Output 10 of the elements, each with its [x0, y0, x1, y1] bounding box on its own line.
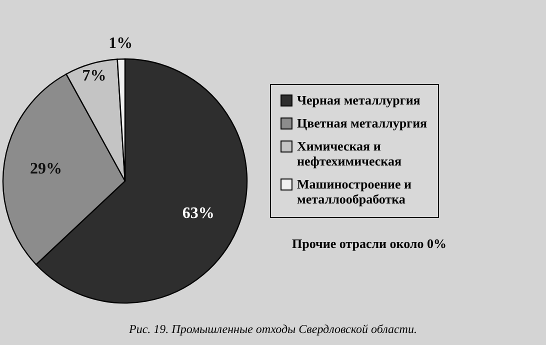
data-label: 29%: [30, 160, 62, 178]
legend-label: Черная металлургия: [297, 92, 420, 108]
legend-label: Химическая и нефтехимическая: [297, 138, 402, 168]
data-label: 7%: [82, 67, 106, 84]
data-label: 1%: [108, 35, 133, 52]
text: Рис. 19. Промышленные отходы Свердловской области.: [128, 322, 418, 337]
legend-label: Цветная металлургия: [297, 116, 428, 130]
data-label: 63%: [182, 204, 214, 222]
text: Прочие отрасли около 0%: [292, 236, 446, 252]
legend-label: Машиностроение и металлообработка: [297, 176, 412, 206]
